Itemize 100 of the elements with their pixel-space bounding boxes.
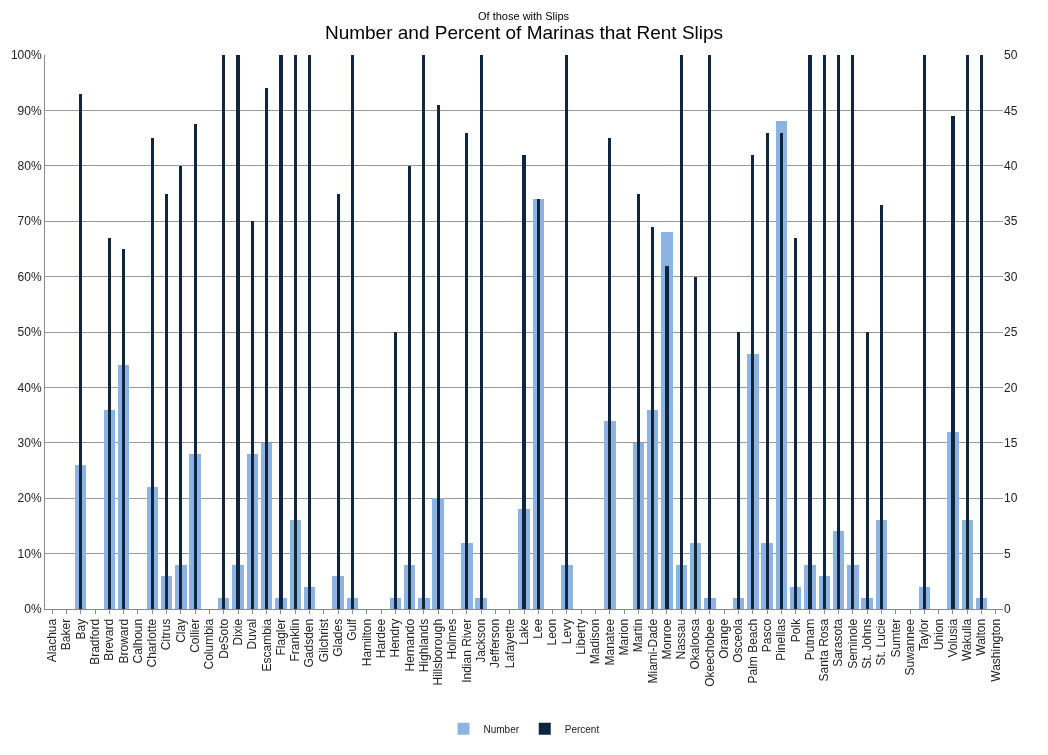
bar xyxy=(751,155,754,609)
y-tick-label: 10% xyxy=(17,546,42,561)
bar xyxy=(565,55,568,609)
x-tick-label: Manatee xyxy=(602,618,617,666)
y2-tick-label: 25 xyxy=(1004,325,1018,340)
chart-title: Number and Percent of Marinas that Rent Slips xyxy=(324,22,724,44)
x-tick-label: Washington xyxy=(988,618,1003,682)
y2-tick-label: 35 xyxy=(1004,214,1018,229)
x-tick-label: DeSoto xyxy=(216,618,231,659)
y2-tick-label: 5 xyxy=(1004,546,1011,561)
bar xyxy=(179,166,182,609)
x-tick-label: Gilchrist xyxy=(316,618,331,663)
x-tick-label: Okeechobee xyxy=(702,618,717,687)
x-tick-label: Orange xyxy=(717,618,732,659)
x-tick-label: Lake xyxy=(516,618,531,645)
x-tick-label: Franklin xyxy=(288,618,303,662)
x-tick-label: Baker xyxy=(59,618,74,651)
x-tick-label: Hardee xyxy=(373,618,388,659)
x-tick-label: Wakulla xyxy=(960,618,975,662)
x-tick-label: Duval xyxy=(245,618,260,650)
x-tick-label: Monroe xyxy=(659,618,674,660)
y2-tick-label: 40 xyxy=(1004,159,1018,173)
bar xyxy=(194,124,197,609)
x-tick-label: Jefferson xyxy=(488,618,503,668)
x-tick-label: Putnam xyxy=(802,618,817,661)
x-tick-label: Santa Rosa xyxy=(817,618,832,682)
y2-tick-label: 30 xyxy=(1004,269,1018,284)
x-tick-label: Liberty xyxy=(574,618,589,655)
x-tick-label: Gulf xyxy=(345,618,360,641)
legend-label: Number xyxy=(483,723,520,735)
x-tick-label: Dixie xyxy=(230,618,245,646)
x-tick-label: Levy xyxy=(559,618,574,645)
x-tick-label: Sumter xyxy=(888,618,903,658)
x-tick-label: Madison xyxy=(588,618,603,665)
x-tick-label: Osceola xyxy=(731,618,746,663)
x-tick-label: Citrus xyxy=(159,618,174,651)
x-tick-label: Marion xyxy=(616,618,631,656)
x-tick-label: Hernando xyxy=(402,618,417,672)
legend-label: Percent xyxy=(564,723,600,735)
x-tick-label: Palm Beach xyxy=(745,618,760,684)
bar xyxy=(422,55,425,609)
x-tick-label: Seminole xyxy=(845,618,860,669)
x-tick-label: Okaloosa xyxy=(688,618,703,670)
x-tick-label: Lee xyxy=(531,618,546,639)
bar xyxy=(766,133,769,609)
bar xyxy=(708,55,711,609)
x-tick-label: Miami-Dade xyxy=(645,618,660,684)
bar xyxy=(437,105,440,609)
x-tick-label: Indian River xyxy=(459,618,474,683)
x-tick-label: Highlands xyxy=(416,618,431,673)
x-tick-label: St. Johns xyxy=(860,618,875,669)
y2-tick-label: 15 xyxy=(1004,436,1018,450)
x-tick-label: Lafayette xyxy=(502,618,517,669)
x-tick-label: Charlotte xyxy=(145,618,160,668)
y-tick-label: 60% xyxy=(17,269,42,284)
x-tick-label: Flagler xyxy=(273,618,288,656)
y2-tick-label: 45 xyxy=(1004,103,1018,118)
x-tick-label: Calhoun xyxy=(130,618,145,664)
x-tick-label: St. Lucie xyxy=(874,618,889,666)
y2-tick-label: 10 xyxy=(1004,491,1018,506)
chart-subtitle: Of those with Slips xyxy=(478,10,570,22)
y-tick-label: 100% xyxy=(10,48,42,63)
y-tick-label: 40% xyxy=(17,380,42,395)
y2-tick-label: 0 xyxy=(1004,602,1011,617)
x-tick-label: Walton xyxy=(974,618,989,656)
x-tick-label: Polk xyxy=(788,617,803,643)
bar xyxy=(866,332,869,609)
x-tick-label: Gadsden xyxy=(302,618,317,668)
y2-tick-label: 20 xyxy=(1004,380,1018,395)
y-tick-label: 50% xyxy=(17,325,42,340)
y-tick-label: 30% xyxy=(17,436,42,450)
x-tick-label: Broward xyxy=(116,618,131,664)
y-tick-label: 20% xyxy=(17,491,42,506)
y-tick-label: 70% xyxy=(17,214,42,229)
x-tick-label: Pasco xyxy=(759,618,774,653)
bar xyxy=(851,55,854,609)
bar xyxy=(608,138,611,609)
x-tick-label: Pinellas xyxy=(774,618,789,661)
x-tick-label: Nassau xyxy=(674,618,689,660)
x-tick-label: Volusia xyxy=(945,618,960,658)
x-tick-label: Alachua xyxy=(45,618,60,663)
x-tick-label: Suwannee xyxy=(902,618,917,676)
x-tick-label: Bay xyxy=(73,618,88,640)
x-tick-label: Union xyxy=(931,618,946,651)
y2-tick-label: 50 xyxy=(1004,48,1018,63)
x-tick-label: Glades xyxy=(331,618,346,657)
x-tick-label: Leon xyxy=(545,618,560,646)
x-tick-label: Collier xyxy=(188,618,203,653)
y-tick-label: 0% xyxy=(24,602,42,617)
bar xyxy=(465,133,468,609)
x-tick-label: Holmes xyxy=(445,618,460,660)
x-tick-label: Escambia xyxy=(259,618,274,672)
x-tick-label: Taylor xyxy=(917,618,932,651)
bar xyxy=(337,194,340,609)
y-tick-label: 80% xyxy=(17,159,42,173)
x-tick-label: Jackson xyxy=(474,618,488,663)
bar xyxy=(480,55,483,609)
x-tick-label: Clay xyxy=(173,618,188,643)
x-tick-label: Hamilton xyxy=(359,618,374,667)
y-tick-label: 90% xyxy=(17,103,42,118)
